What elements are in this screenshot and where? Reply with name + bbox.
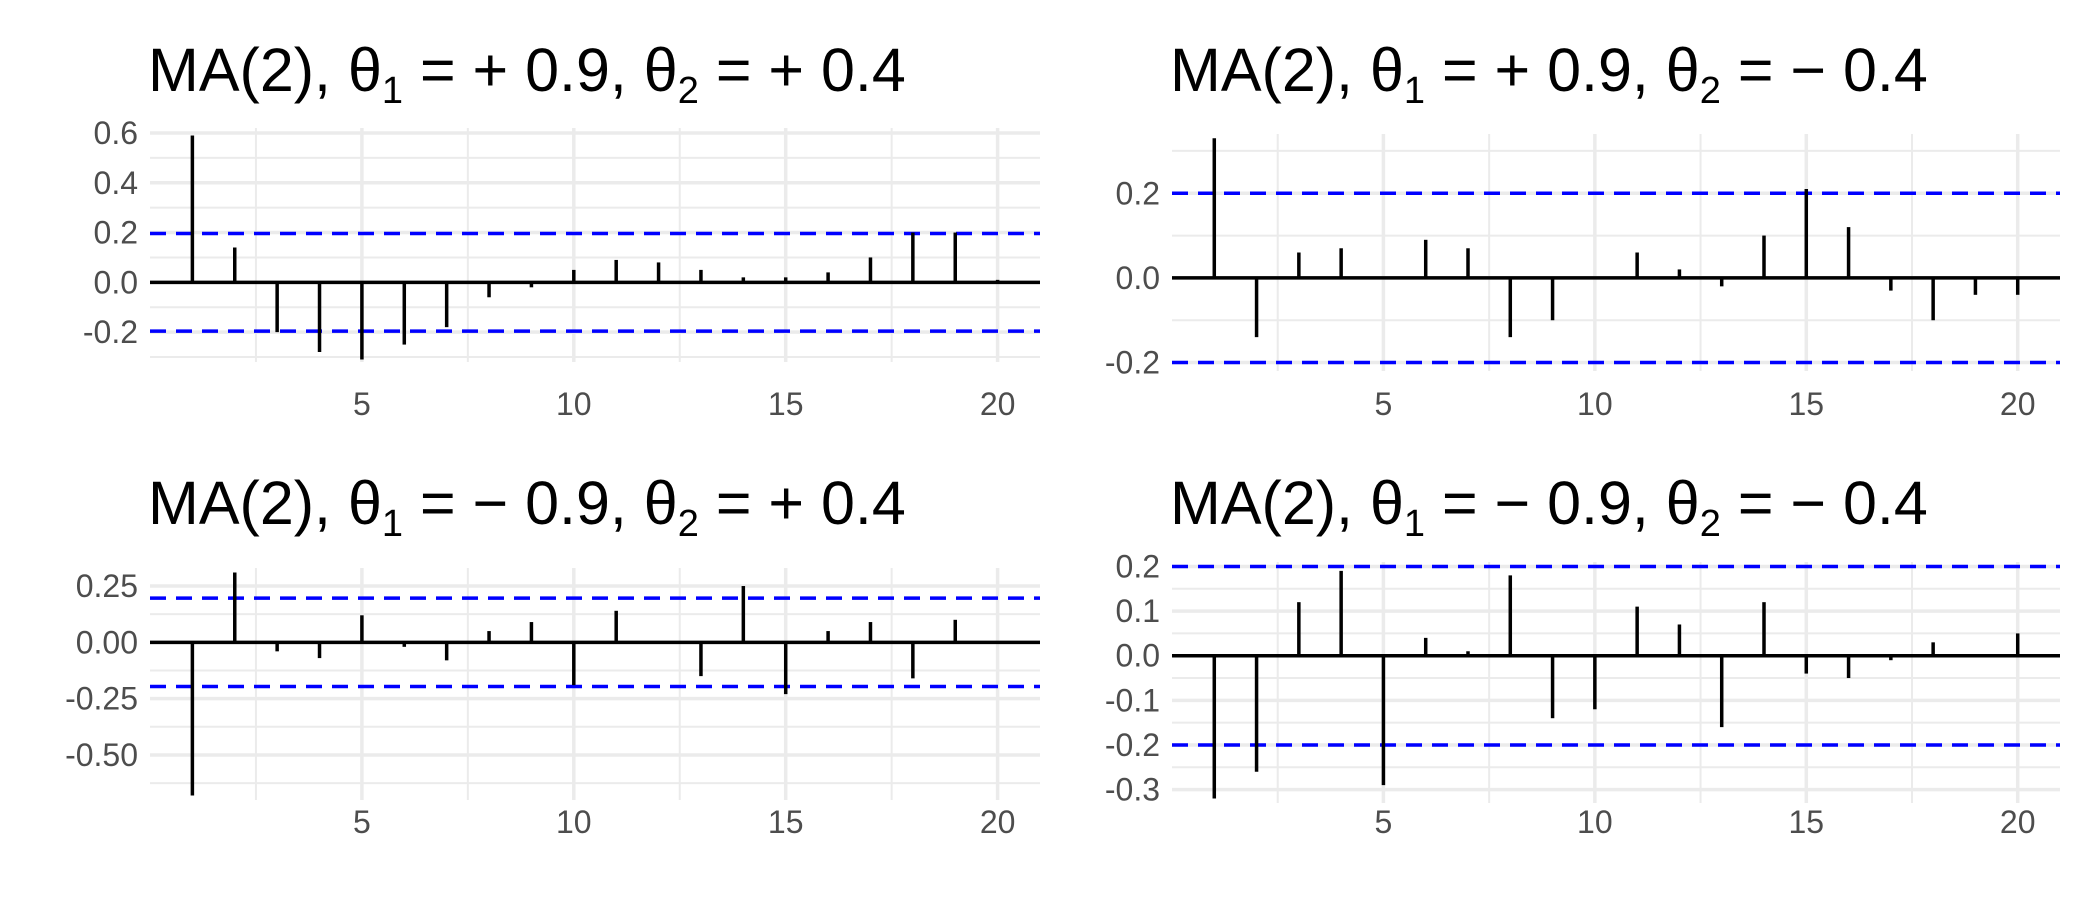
x-tick-label: 15 — [1788, 386, 1824, 422]
y-tick-label: 0.00 — [76, 624, 138, 660]
y-tick-label: 0.0 — [94, 264, 138, 300]
title-subscript: 2 — [1699, 70, 1721, 112]
y-tick-label: 0.0 — [1116, 638, 1160, 674]
chart-panel-2: MA(2), θ1 = + 0.9, θ2 = − 0.4 0.2 0.0 -0.2… — [1050, 0, 2100, 450]
x-tick-label: 10 — [1577, 386, 1613, 422]
title-text: = + 0.9, θ — [1425, 36, 1700, 104]
y-tick-label: 0.2 — [94, 215, 138, 251]
title-subscript: 2 — [677, 503, 699, 545]
chart-title: MA(2), θ1 = − 0.9, θ2 = − 0.4 — [1170, 473, 1928, 545]
y-tick-label: -0.1 — [1105, 682, 1160, 718]
title-text: = − 0.4 — [1720, 36, 1928, 104]
title-text: MA(2), θ — [148, 36, 382, 104]
y-tick-label: 0.4 — [94, 165, 138, 201]
chart-panel-1: MA(2), θ1 = + 0.9, θ2 = + 0.4 0.6 0.4 0.2 0… — [0, 0, 1050, 450]
title-text: MA(2), θ — [1170, 36, 1404, 104]
title-text: = − 0.4 — [1720, 469, 1928, 537]
y-tick-label: 0.1 — [1116, 593, 1160, 629]
y-tick-label: -0.2 — [83, 314, 138, 350]
y-tick-label: -0.2 — [1105, 345, 1160, 381]
chart-title: MA(2), θ1 = − 0.9, θ2 = + 0.4 — [148, 473, 906, 545]
title-subscript: 2 — [1699, 503, 1721, 545]
title-subscript: 1 — [381, 70, 404, 112]
y-tick-label: 0.25 — [76, 568, 138, 604]
x-tick-label: 20 — [2000, 386, 2036, 422]
title-text: MA(2), θ — [148, 469, 382, 537]
chart-plot: 0.2 0.0 -0.2 5 10 15 20 — [1105, 134, 2060, 422]
x-tick-label: 5 — [1375, 386, 1393, 422]
title-subscript: 1 — [381, 503, 404, 545]
y-tick-label: -0.50 — [65, 737, 138, 773]
y-tick-label: 0.6 — [94, 115, 138, 151]
y-tick-label: 0.0 — [1116, 260, 1160, 296]
chart-plot: 0.25 0.00 -0.25 -0.50 5 10 15 20 — [65, 568, 1040, 840]
title-subscript: 2 — [677, 70, 699, 112]
chart-panel-4: MA(2), θ1 = − 0.9, θ2 = − 0.4 0.2 0.1 0.0 -… — [1050, 450, 2100, 900]
x-tick-label: 15 — [768, 386, 804, 422]
x-tick-label: 5 — [1375, 804, 1393, 840]
x-tick-label: 20 — [980, 386, 1016, 422]
x-tick-label: 5 — [353, 386, 371, 422]
chart-panel-3: MA(2), θ1 = − 0.9, θ2 = + 0.4 0.25 0.00 -0… — [0, 450, 1050, 900]
y-tick-label: 0.2 — [1116, 548, 1160, 584]
title-subscript: 1 — [1403, 70, 1426, 112]
y-tick-label: -0.3 — [1105, 772, 1160, 808]
title-text: = − 0.9, θ — [403, 469, 678, 537]
x-tick-label: 10 — [1577, 804, 1613, 840]
chart-title: MA(2), θ1 = + 0.9, θ2 = + 0.4 — [148, 40, 906, 112]
y-tick-label: -0.25 — [65, 681, 138, 717]
x-tick-label: 15 — [1788, 804, 1824, 840]
title-text: = + 0.9, θ — [403, 36, 678, 104]
x-tick-label: 15 — [768, 804, 804, 840]
title-text: MA(2), θ — [1170, 469, 1404, 537]
title-text: = + 0.4 — [698, 36, 906, 104]
chart-plot: 0.2 0.1 0.0 -0.1 -0.2 -0.3 5 10 15 20 — [1105, 548, 2060, 840]
chart-plot: 0.6 0.4 0.2 0.0 -0.2 5 10 15 20 — [83, 115, 1040, 422]
x-tick-label: 5 — [353, 804, 371, 840]
x-tick-label: 20 — [2000, 804, 2036, 840]
title-text: = + 0.4 — [698, 469, 906, 537]
y-tick-label: -0.2 — [1105, 727, 1160, 763]
chart-title: MA(2), θ1 = + 0.9, θ2 = − 0.4 — [1170, 40, 1928, 112]
x-tick-label: 20 — [980, 804, 1016, 840]
y-tick-label: 0.2 — [1116, 175, 1160, 211]
x-tick-label: 10 — [556, 804, 592, 840]
x-tick-label: 10 — [556, 386, 592, 422]
title-subscript: 1 — [1403, 503, 1426, 545]
title-text: = − 0.9, θ — [1425, 469, 1700, 537]
